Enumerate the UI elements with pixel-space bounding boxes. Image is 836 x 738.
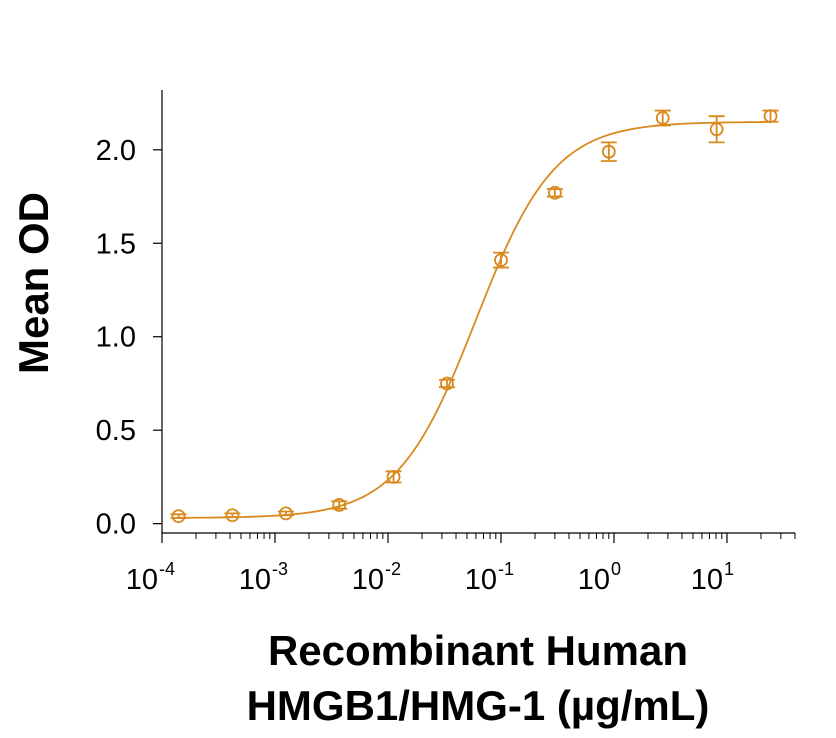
x-tick-label-base: 10	[352, 564, 384, 596]
y-tick-label: 0.0	[96, 509, 136, 541]
x-tick-label: 10 -2	[352, 559, 401, 596]
point-marker	[279, 506, 293, 521]
y-tick-label: 1.5	[96, 228, 136, 260]
point-marker	[709, 122, 724, 137]
x-axis-title-line-1: Recombinant Human	[268, 627, 688, 674]
x-tick-label-base: 10	[465, 564, 497, 596]
data-point	[654, 109, 671, 127]
x-tick-label-base: 10	[691, 564, 723, 596]
data-point	[331, 498, 348, 512]
x-axis-title-line-2: HMGB1/HMG-1 (µg/mL)	[247, 682, 710, 729]
x-tick-label-base: 10	[126, 564, 158, 596]
y-tick-label: 2.0	[96, 135, 136, 167]
data-point	[224, 508, 241, 523]
x-tick-label-base: 10	[578, 564, 610, 596]
point-marker	[440, 376, 454, 391]
x-tick-label: 10 -1	[465, 559, 514, 596]
fit-curve	[178, 121, 771, 519]
data-point	[385, 470, 402, 484]
point-marker	[386, 470, 401, 484]
x-tick-label-exponent: 0	[611, 559, 621, 579]
data-point	[492, 251, 509, 269]
x-tick-label-exponent: -4	[159, 559, 175, 579]
data-point	[762, 109, 779, 124]
point-marker	[763, 109, 778, 124]
point-marker	[332, 498, 347, 512]
axis-labels: Mean OD Recombinant Human HMGB1/HMG-1 (µ…	[10, 192, 709, 729]
x-tick-label: 10 1	[691, 559, 734, 596]
data-point	[600, 141, 617, 162]
y-axis-title: Mean OD	[10, 192, 57, 374]
x-tick-label-exponent: -3	[272, 559, 288, 579]
x-tick-label-exponent: 1	[724, 559, 734, 579]
point-marker	[601, 144, 616, 159]
y-tick-label: 1.0	[96, 322, 136, 354]
data-points-layer	[170, 109, 779, 524]
point-marker	[494, 253, 508, 267]
fit-curve-layer	[178, 121, 771, 519]
point-marker	[547, 185, 562, 200]
axes: 0.00.51.01.52.010 -4 10 -3 10 -2 10 -1 10 0 10 1	[96, 90, 796, 596]
x-tick-label: 10 -4	[126, 559, 175, 596]
data-point	[439, 376, 456, 391]
point-marker	[655, 111, 670, 125]
data-point	[170, 509, 187, 524]
point-marker	[171, 509, 186, 524]
data-point	[546, 185, 563, 200]
data-point	[708, 115, 725, 144]
x-tick-label-exponent: -2	[385, 559, 401, 579]
data-point	[277, 506, 294, 521]
point-marker	[225, 508, 240, 523]
x-tick-label-exponent: -1	[498, 559, 514, 579]
x-tick-label-base: 10	[239, 564, 271, 596]
y-tick-label: 0.5	[96, 415, 136, 447]
x-tick-label: 10 0	[578, 559, 621, 596]
x-tick-label: 10 -3	[239, 559, 288, 596]
